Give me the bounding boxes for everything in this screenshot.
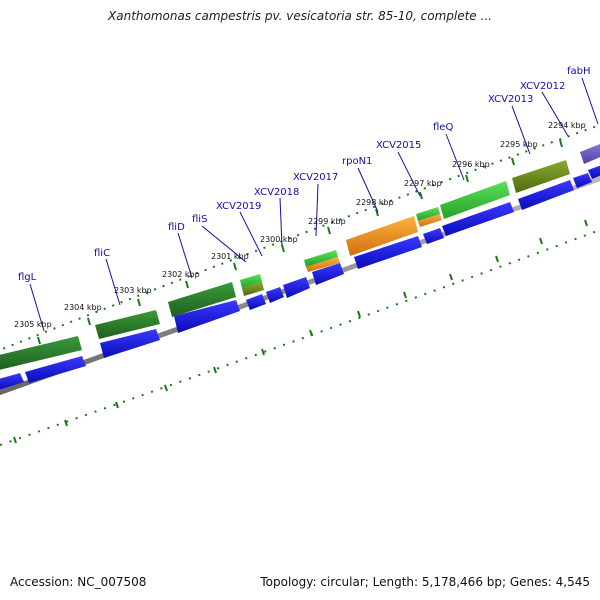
tick-label: 2294 kbp: [548, 121, 586, 130]
map-title: Xanthomonas campestris pv. vesicatoria s…: [108, 9, 492, 23]
gene-label-XCV2018[interactable]: XCV2018: [254, 187, 299, 198]
gene-feature-green-light[interactable]: [416, 207, 440, 221]
gene-label-XCV2015[interactable]: XCV2015: [376, 140, 421, 151]
gene-feature-green-light[interactable]: [240, 274, 262, 288]
cds-feature[interactable]: [312, 263, 344, 285]
gene-feature-olive[interactable]: [512, 160, 570, 193]
cds-feature[interactable]: [174, 300, 240, 333]
gene-feature-orange[interactable]: [306, 257, 340, 272]
cds-feature[interactable]: [0, 373, 24, 390]
cds-feature[interactable]: [442, 202, 514, 236]
cds-feature[interactable]: [25, 356, 86, 383]
inner-major-ticks: [13, 219, 588, 444]
gene-label-flgL[interactable]: flgL: [18, 272, 37, 283]
gene-feature-green[interactable]: [168, 282, 236, 317]
outer-major-ticks: [37, 139, 563, 345]
gene-label-fliD[interactable]: fliD: [168, 222, 185, 233]
gene-label-XCV2019[interactable]: XCV2019: [216, 201, 261, 212]
tick-label: 2303 kbp: [114, 286, 152, 295]
tick-label: 2295 kbp: [500, 140, 538, 149]
tick-label: 2305 kbp: [14, 320, 52, 329]
cds-feature[interactable]: [518, 180, 574, 210]
gene-track: [0, 140, 600, 370]
gene-feature-orange[interactable]: [418, 214, 442, 227]
gene-label-fleQ[interactable]: fleQ: [433, 122, 453, 133]
cds-feature[interactable]: [423, 228, 444, 244]
cds-track: [0, 162, 600, 390]
tick-label: 2304 kbp: [64, 303, 102, 312]
tick-label: 2297 kbp: [404, 179, 442, 188]
inner-tick-track: [0, 229, 600, 446]
tick-label: 2300 kbp: [260, 235, 298, 244]
outer-tick-track: [0, 124, 600, 352]
cds-feature[interactable]: [588, 162, 600, 179]
cds-feature[interactable]: [283, 277, 310, 298]
gene-label-rpoN1[interactable]: rpoN1: [342, 156, 372, 167]
cds-feature[interactable]: [100, 329, 160, 358]
gene-feature-orange[interactable]: [346, 216, 418, 256]
tick-label: 2299 kbp: [308, 217, 346, 226]
gene-label-fliC[interactable]: fliC: [94, 248, 110, 259]
label-connectors: [29, 77, 599, 332]
gene-feature-green[interactable]: [0, 336, 82, 370]
tick-label: 2296 kbp: [452, 160, 490, 169]
gene-label-fabH[interactable]: fabH: [567, 66, 591, 77]
tick-label: 2298 kbp: [356, 198, 394, 207]
accession-label: Accession: NC_007508: [10, 575, 147, 589]
gene-feature-green[interactable]: [95, 310, 160, 339]
tick-label: 2301 kbp: [211, 252, 249, 261]
gene-feature-green-light[interactable]: [304, 250, 338, 267]
kbp-tick-labels: 2305 kbp 2304 kbp 2303 kbp 2302 kbp 2301…: [14, 121, 586, 329]
gene-name-labels: flgL fliC fliD fliS XCV2019 XCV2018 XCV2…: [18, 66, 591, 283]
gene-label-XCV2012[interactable]: XCV2012: [520, 81, 565, 92]
gene-label-fliS[interactable]: fliS: [192, 214, 207, 225]
cds-feature[interactable]: [354, 236, 422, 269]
gene-label-XCV2017[interactable]: XCV2017: [293, 172, 338, 183]
tick-label: 2302 kbp: [162, 270, 200, 279]
gene-label-XCV2013[interactable]: XCV2013: [488, 94, 533, 105]
genome-summary: Topology: circular; Length: 5,178,466 bp…: [260, 575, 590, 589]
cds-feature[interactable]: [246, 294, 266, 310]
cds-feature[interactable]: [573, 173, 592, 188]
gene-feature-purple[interactable]: [580, 140, 600, 164]
gene-feature-green-light[interactable]: [440, 181, 510, 219]
cds-feature[interactable]: [266, 287, 284, 303]
gene-feature-olive[interactable]: [242, 282, 264, 296]
